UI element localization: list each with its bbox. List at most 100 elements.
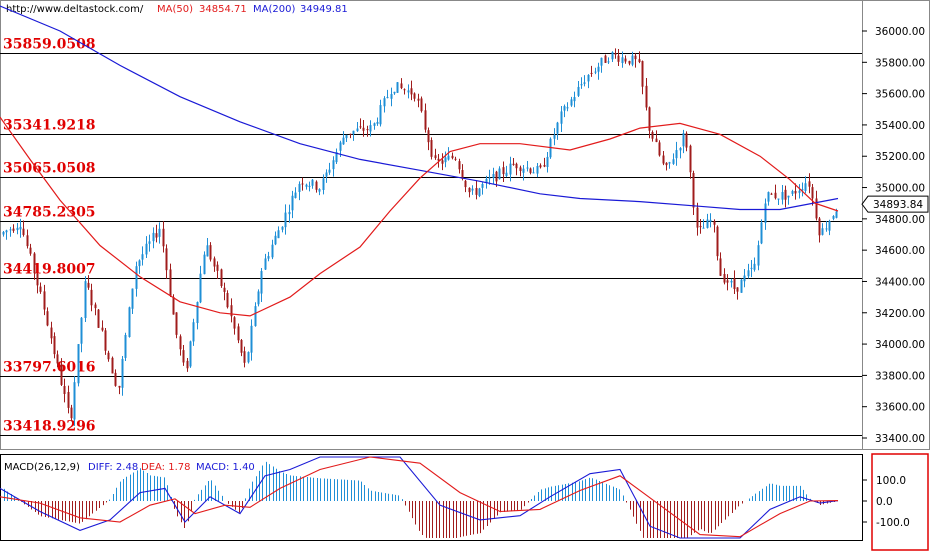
candle-body xyxy=(430,140,433,157)
candle-body xyxy=(233,317,236,329)
candle-body xyxy=(825,228,828,230)
candle-body xyxy=(611,52,614,60)
candle-body xyxy=(50,327,53,339)
price-tick-label: 34800.00 xyxy=(875,214,925,226)
candle-body xyxy=(366,129,369,131)
candle-body xyxy=(230,305,233,317)
candle-body xyxy=(726,280,729,283)
candle-body xyxy=(536,166,539,174)
candle-body xyxy=(798,190,801,193)
candle-body xyxy=(702,227,705,229)
candle-body xyxy=(468,187,471,193)
candle-body xyxy=(390,94,393,99)
candle-body xyxy=(118,385,121,388)
candle-body xyxy=(713,221,716,225)
candle-body xyxy=(832,216,835,219)
candle-body xyxy=(114,372,117,386)
candle-body xyxy=(36,273,39,286)
candle-body xyxy=(573,97,576,102)
candle-body xyxy=(250,325,253,353)
candle-body xyxy=(379,105,382,125)
price-tick-label: 35200.00 xyxy=(875,151,925,163)
macd-tick-label: 100.0 xyxy=(876,475,906,487)
candle-body xyxy=(566,107,569,109)
candle-body xyxy=(203,254,206,275)
candle-body xyxy=(410,88,413,95)
last-price-value: 34893.84 xyxy=(873,199,923,211)
candle-body xyxy=(607,61,610,63)
candle-body xyxy=(451,155,454,159)
candle-body xyxy=(213,258,216,267)
price-tick-label: 33800.00 xyxy=(875,370,925,382)
candle-body xyxy=(162,228,165,247)
candle-body xyxy=(192,322,195,342)
candle-body xyxy=(767,192,770,202)
ma200-value: 34949.81 xyxy=(300,4,348,15)
candle-body xyxy=(560,111,563,124)
candle-body xyxy=(362,127,365,131)
price-tick-label: 34400.00 xyxy=(875,276,925,288)
candle-body xyxy=(335,152,338,163)
candle-body xyxy=(386,97,389,99)
price-tick-label: 35400.00 xyxy=(875,120,925,132)
candle-body xyxy=(543,165,546,167)
candle-body xyxy=(158,228,161,237)
candle-body xyxy=(124,335,127,358)
candle-body xyxy=(359,126,362,128)
level-label: 33418.9296 xyxy=(3,419,96,435)
candle-body xyxy=(502,167,505,175)
candle-body xyxy=(791,191,794,194)
site-url[interactable]: http://www.deltastock.com/ xyxy=(6,4,144,15)
candle-body xyxy=(638,59,641,63)
candle-body xyxy=(101,327,104,331)
candle-body xyxy=(787,195,790,198)
candle-body xyxy=(804,183,807,191)
price-tick-label: 34600.00 xyxy=(875,245,925,257)
candle-body xyxy=(165,248,168,271)
candle-body xyxy=(277,230,280,239)
candle-body xyxy=(393,91,396,94)
candle-body xyxy=(539,165,542,168)
candle-body xyxy=(152,232,155,242)
candle-body xyxy=(760,222,763,244)
candle-body xyxy=(16,227,19,231)
candle-body xyxy=(835,211,838,218)
candle-body xyxy=(352,130,355,135)
candle-body xyxy=(424,110,427,130)
candle-body xyxy=(294,192,297,199)
macd-diff: DIFF: 2.48 xyxy=(88,462,138,473)
candle-body xyxy=(186,360,189,369)
price-tick-label: 36000.00 xyxy=(875,26,925,38)
candle-body xyxy=(580,84,583,86)
candle-body xyxy=(556,122,559,134)
level-label: 34419.8007 xyxy=(3,262,96,278)
candle-body xyxy=(29,247,32,254)
macd-diff-line xyxy=(0,456,839,539)
candle-body xyxy=(305,184,308,187)
candle-body xyxy=(111,357,114,374)
candle-body xyxy=(196,302,199,324)
candle-body xyxy=(621,57,624,64)
candle-body xyxy=(808,181,811,187)
price-tick-label: 35600.00 xyxy=(875,89,925,101)
candle-body xyxy=(182,350,185,363)
candle-body xyxy=(128,307,131,337)
candle-body xyxy=(369,125,372,132)
candle-body xyxy=(675,150,678,159)
candle-body xyxy=(26,235,29,247)
macd-axis-highlight xyxy=(871,453,929,551)
candle-body xyxy=(658,142,661,156)
candle-body xyxy=(264,258,267,270)
candle-body xyxy=(587,74,590,82)
candle-body xyxy=(515,163,518,169)
candle-body xyxy=(67,391,70,408)
candle-body xyxy=(77,344,80,384)
ma200-label: MA(200) xyxy=(253,4,295,15)
candle-body xyxy=(301,183,304,185)
candle-body xyxy=(624,58,627,62)
candle-body xyxy=(413,93,416,99)
candle-body xyxy=(736,287,739,292)
macd-value: MACD: 1.40 xyxy=(196,462,255,473)
candle-body xyxy=(417,98,420,101)
